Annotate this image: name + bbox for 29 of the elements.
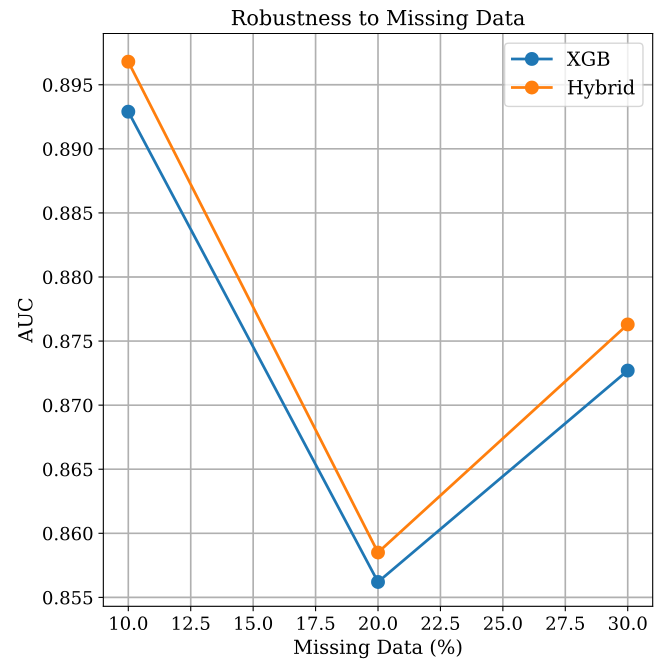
point — [121, 54, 136, 69]
point — [371, 575, 385, 589]
y-tick-label: 0.870 — [43, 398, 92, 412]
y-tick-label: 0.865 — [43, 462, 92, 476]
legend-label: XGB — [566, 51, 610, 66]
point — [620, 317, 635, 332]
chart-title: Robustness to Missing Data — [232, 9, 525, 30]
x-tick-label: 25.0 — [484, 616, 522, 630]
legend-label: Hybrid — [568, 80, 635, 99]
x-tick-label: 20.0 — [359, 616, 397, 630]
y-tick-label: 0.860 — [43, 526, 92, 540]
point — [371, 546, 385, 560]
y-tick-label: 0.875 — [43, 334, 92, 348]
y-tick-label: 0.880 — [43, 270, 92, 284]
x-tick-label: 27.5 — [546, 616, 584, 630]
y-tick-label: 0.885 — [43, 206, 92, 220]
y-tick-label: 0.855 — [43, 590, 92, 604]
y-tick-label: 0.890 — [43, 142, 92, 156]
x-axis-title: Missing Data (%) — [294, 639, 462, 658]
x-tick-label: 17.5 — [298, 616, 334, 630]
x-tick-label: 10.0 — [110, 616, 148, 630]
x-tick-label: 30.0 — [608, 616, 647, 630]
y-tick-label: 0.895 — [43, 78, 92, 92]
point — [620, 364, 635, 378]
x-tick-label: 12.5 — [172, 616, 210, 630]
x-tick-label: 22.5 — [422, 616, 460, 630]
y-axis-title: AUC — [18, 298, 33, 343]
point — [121, 104, 136, 119]
x-tick-label: 15.0 — [235, 616, 272, 630]
